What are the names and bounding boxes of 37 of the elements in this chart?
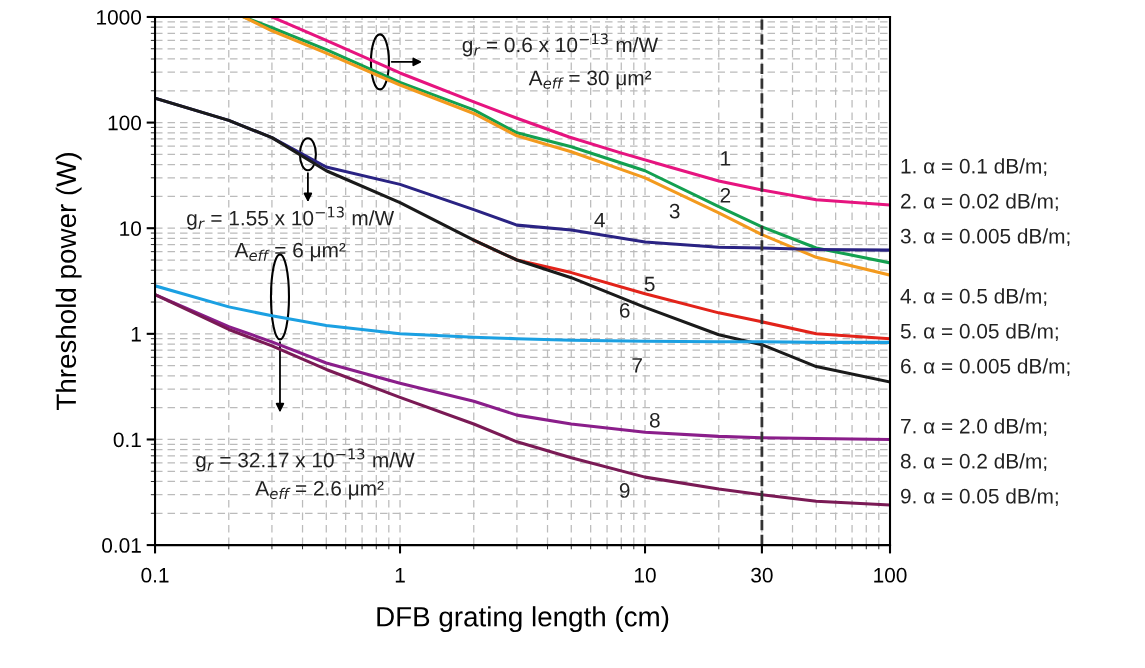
x-tick-label: 10 <box>635 567 656 583</box>
text: 5. α = 0.05 dB/m; <box>900 323 1058 342</box>
y-tick-label: 0.1 <box>113 432 141 448</box>
text: 2. α = 0.02 dB/m; <box>901 193 1058 212</box>
x-tick-label: 100 <box>874 567 907 583</box>
text: 9. α = 0.05 dB/m; <box>900 488 1058 507</box>
annotation: A$_{eff}$ = 6 μm² <box>234 242 346 262</box>
annotation: 6 <box>619 303 630 318</box>
annotation: 4 <box>594 212 605 228</box>
annotation: 3 <box>669 203 680 219</box>
annotation: g$_{r}$ = 1.55 x 10$^{−13}$ m/W <box>187 206 395 230</box>
x-tick-label: 1 <box>395 568 405 583</box>
annotation: A$_{eff}$ = 30 μm² <box>528 70 652 90</box>
annotation: g$_{r}$ = 0.6 x 10$^{−13}$ m/W <box>462 33 659 57</box>
annotation: 2 <box>720 187 731 203</box>
annotation: 5 <box>644 276 655 292</box>
text: 7. α = 2.0 dB/m; <box>901 418 1047 437</box>
text: 6. α = 0.005 dB/m; <box>901 358 1070 377</box>
annotation: 1 <box>721 151 731 166</box>
x-axis-title: DFB grating length (cm) <box>377 606 669 633</box>
x-tick-label: 0.1 <box>141 567 169 583</box>
y-tick-label: 0.01 <box>102 538 141 553</box>
text: 3. α = 0.005 dB/m; <box>900 228 1070 247</box>
y-tick-label: 100 <box>108 115 142 131</box>
text: 8. α = 0.2 dB/m; <box>900 453 1047 472</box>
x-tick-label: 30 <box>751 567 773 583</box>
annotation: g$_{r}$ = 32.17 x 10$^{−13}$ m/W <box>196 448 415 472</box>
y-tick-label: 10 <box>120 221 142 236</box>
y-tick-label: 1000 <box>97 9 142 25</box>
text: 1. α = 0.1 dB/m; <box>901 158 1047 177</box>
annotation: A$_{eff}$ = 2.6 μm² <box>255 480 384 500</box>
text: 4. α = 0.5 dB/m; <box>900 288 1047 307</box>
annotation: 9 <box>619 483 630 498</box>
y-tick-label: 1 <box>131 327 141 342</box>
y-axis-title: Threshold power (W) <box>55 153 82 411</box>
annotation: 7 <box>632 358 642 373</box>
annotation: 8 <box>649 412 660 428</box>
